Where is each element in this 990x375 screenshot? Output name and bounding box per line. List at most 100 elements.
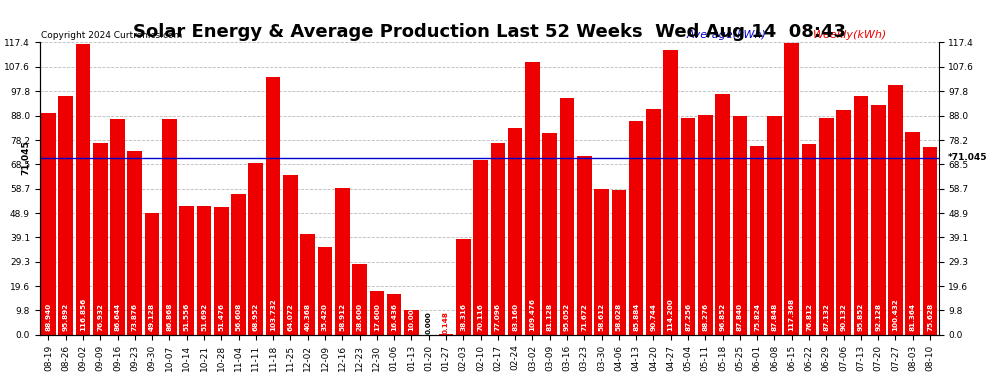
Title: Solar Energy & Average Production Last 52 Weeks  Wed Aug 14  08:43: Solar Energy & Average Production Last 5… (133, 23, 845, 41)
Bar (784, 42, 799, 335)
Text: 16.436: 16.436 (391, 303, 397, 331)
Text: 0.148: 0.148 (443, 311, 449, 334)
Bar (767, 116, 782, 335)
Text: 51.692: 51.692 (201, 303, 207, 331)
Text: 64.072: 64.072 (287, 303, 293, 331)
Text: 95.892: 95.892 (62, 303, 68, 331)
Bar (629, 121, 644, 335)
Bar (283, 175, 298, 335)
Bar (612, 190, 627, 335)
Bar (318, 247, 333, 335)
Text: 28.600: 28.600 (356, 303, 362, 331)
Bar (888, 85, 903, 335)
Text: 76.932: 76.932 (97, 303, 103, 331)
Text: 87.132: 87.132 (824, 303, 830, 331)
Text: 71.672: 71.672 (581, 303, 587, 331)
Bar (698, 115, 713, 335)
Text: 83.160: 83.160 (512, 303, 518, 331)
Bar (214, 207, 229, 335)
Bar (508, 128, 523, 335)
Bar (387, 294, 402, 335)
Text: 86.868: 86.868 (166, 303, 172, 331)
Text: Copyright 2024 Curtronics.com: Copyright 2024 Curtronics.com (41, 30, 182, 39)
Text: 73.876: 73.876 (132, 303, 138, 331)
Text: 114.200: 114.200 (667, 298, 674, 331)
Text: 88.940: 88.940 (46, 303, 51, 331)
Bar (58, 96, 73, 335)
Bar (93, 143, 108, 335)
Text: 81.364: 81.364 (910, 303, 916, 331)
Text: 10.000: 10.000 (409, 303, 415, 331)
Text: 40.368: 40.368 (305, 303, 311, 331)
Text: 96.852: 96.852 (720, 303, 726, 331)
Text: 75.824: 75.824 (754, 303, 760, 331)
Bar (248, 163, 263, 335)
Bar (110, 119, 125, 335)
Bar (128, 151, 143, 335)
Text: 71.045: 71.045 (22, 141, 31, 175)
Bar (179, 207, 194, 335)
Text: 100.432: 100.432 (892, 298, 899, 331)
Text: 86.644: 86.644 (115, 303, 121, 331)
Bar (456, 239, 470, 335)
Text: 70.116: 70.116 (477, 303, 483, 331)
Text: Average(kWh): Average(kWh) (687, 30, 767, 39)
Bar (232, 194, 246, 335)
Text: 88.276: 88.276 (702, 303, 708, 331)
Bar (871, 105, 885, 335)
Bar (906, 132, 920, 335)
Bar (853, 96, 868, 335)
Bar (543, 133, 557, 335)
Bar (473, 160, 488, 335)
Text: 87.840: 87.840 (737, 303, 742, 331)
Text: 87.256: 87.256 (685, 303, 691, 331)
Text: 87.848: 87.848 (771, 303, 777, 331)
Text: Weekly(kWh): Weekly(kWh) (813, 30, 887, 39)
Text: 90.744: 90.744 (650, 303, 656, 331)
Text: 85.884: 85.884 (634, 303, 640, 331)
Text: 75.628: 75.628 (927, 303, 933, 331)
Bar (837, 110, 851, 335)
Bar (733, 116, 747, 335)
Text: 92.128: 92.128 (875, 303, 881, 331)
Text: 58.912: 58.912 (340, 303, 346, 331)
Bar (525, 62, 540, 335)
Text: 76.812: 76.812 (806, 303, 812, 331)
Text: 56.608: 56.608 (236, 303, 242, 331)
Bar (749, 146, 764, 335)
Bar (75, 44, 90, 335)
Bar (802, 144, 817, 335)
Text: 51.556: 51.556 (184, 303, 190, 331)
Text: 68.952: 68.952 (252, 303, 258, 331)
Bar (559, 98, 574, 335)
Bar (923, 147, 938, 335)
Bar (162, 118, 177, 335)
Text: 0.000: 0.000 (426, 311, 432, 334)
Bar (369, 291, 384, 335)
Text: 58.612: 58.612 (599, 303, 605, 331)
Bar (715, 94, 730, 335)
Bar (197, 206, 211, 335)
Text: 90.132: 90.132 (841, 303, 846, 331)
Text: 35.420: 35.420 (322, 303, 328, 331)
Bar (663, 51, 678, 335)
Text: 58.028: 58.028 (616, 303, 622, 331)
Bar (145, 213, 159, 335)
Bar (335, 188, 349, 335)
Text: *71.045: *71.045 (947, 153, 987, 162)
Text: 103.732: 103.732 (270, 298, 276, 331)
Bar (490, 143, 505, 335)
Text: 49.128: 49.128 (149, 303, 155, 331)
Text: 38.316: 38.316 (460, 303, 466, 331)
Bar (41, 113, 55, 335)
Bar (819, 118, 834, 335)
Bar (681, 117, 695, 335)
Text: 81.128: 81.128 (546, 303, 552, 331)
Text: 95.852: 95.852 (858, 303, 864, 331)
Text: 17.600: 17.600 (374, 303, 380, 331)
Text: 117.368: 117.368 (789, 298, 795, 331)
Bar (300, 234, 315, 335)
Text: 77.096: 77.096 (495, 303, 501, 331)
Text: 109.476: 109.476 (530, 298, 536, 331)
Text: 95.052: 95.052 (564, 303, 570, 331)
